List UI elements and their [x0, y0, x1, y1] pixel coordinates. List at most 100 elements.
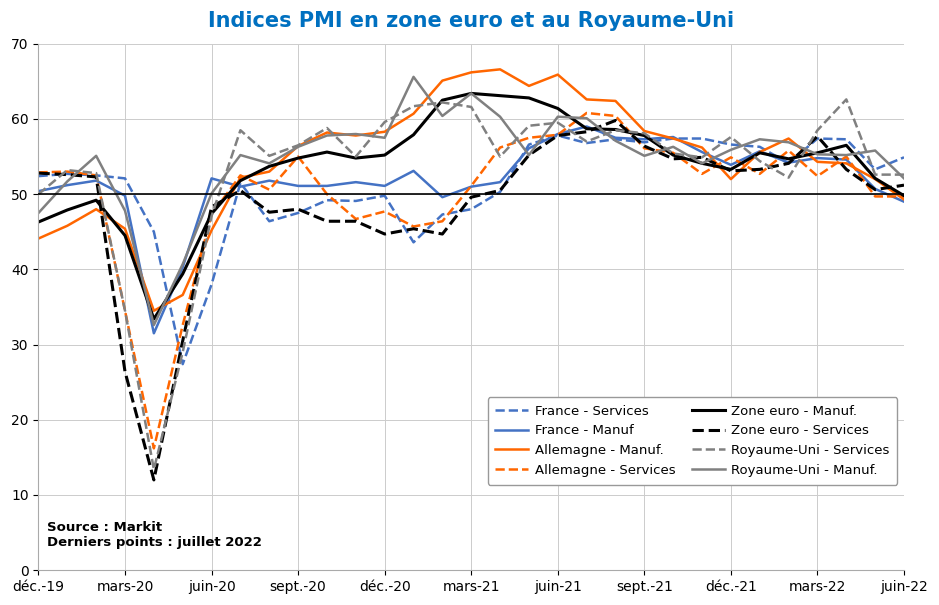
France - Services	[321, 197, 332, 204]
Allemagne - Manuf.	[177, 292, 189, 299]
Zone euro - Manuf.	[33, 218, 44, 226]
France - Manuf	[870, 185, 881, 192]
Zone euro - Manuf.	[495, 92, 506, 99]
Zone euro - Services	[408, 225, 419, 232]
Royaume-Uni - Manuf.	[870, 147, 881, 154]
France - Services	[119, 175, 131, 182]
France - Manuf	[264, 177, 275, 185]
France - Services	[581, 139, 593, 146]
Allemagne - Manuf.	[292, 142, 303, 149]
Royaume-Uni - Services	[899, 171, 910, 178]
Royaume-Uni - Services	[668, 150, 679, 157]
Royaume-Uni - Services	[437, 99, 448, 106]
Zone euro - Services	[639, 142, 650, 149]
Royaume-Uni - Services	[725, 133, 736, 140]
Zone euro - Manuf.	[206, 210, 217, 217]
Line: Allemagne - Manuf.: Allemagne - Manuf.	[38, 70, 904, 311]
Allemagne - Manuf.	[783, 135, 794, 142]
Allemagne - Services	[119, 307, 131, 315]
Royaume-Uni - Manuf.	[581, 114, 593, 122]
France - Manuf	[609, 134, 621, 142]
France - Manuf	[552, 131, 563, 138]
Zone euro - Services	[840, 166, 852, 173]
Allemagne - Services	[609, 113, 621, 120]
Allemagne - Services	[725, 154, 736, 161]
Allemagne - Manuf.	[148, 307, 160, 315]
France - Services	[466, 206, 477, 213]
Zone euro - Services	[437, 231, 448, 238]
Royaume-Uni - Manuf.	[697, 160, 708, 167]
France - Services	[177, 361, 189, 368]
Allemagne - Services	[148, 445, 160, 452]
Allemagne - Services	[408, 223, 419, 230]
Royaume-Uni - Manuf.	[840, 151, 852, 159]
Zone euro - Services	[754, 166, 765, 173]
France - Services	[264, 218, 275, 225]
France - Manuf	[235, 183, 246, 191]
France - Manuf	[754, 148, 765, 155]
Royaume-Uni - Manuf.	[408, 73, 419, 80]
Allemagne - Manuf.	[870, 175, 881, 183]
Allemagne - Manuf.	[639, 128, 650, 135]
France - Services	[206, 281, 217, 288]
Royaume-Uni - Manuf.	[350, 131, 362, 138]
Allemagne - Services	[292, 153, 303, 160]
Zone euro - Services	[495, 187, 506, 194]
France - Manuf	[466, 183, 477, 191]
France - Manuf	[350, 178, 362, 186]
Allemagne - Services	[62, 168, 73, 175]
France - Services	[552, 132, 563, 139]
Allemagne - Manuf.	[840, 160, 852, 167]
Zone euro - Manuf.	[840, 142, 852, 149]
Allemagne - Services	[754, 170, 765, 177]
Zone euro - Services	[177, 337, 189, 344]
France - Services	[725, 141, 736, 148]
Zone euro - Manuf.	[581, 125, 593, 132]
France - Manuf	[321, 182, 332, 189]
France - Services	[33, 172, 44, 180]
France - Services	[235, 179, 246, 186]
Royaume-Uni - Manuf.	[754, 136, 765, 143]
Zone euro - Services	[148, 476, 160, 483]
France - Services	[783, 160, 794, 167]
Zone euro - Manuf.	[379, 151, 391, 159]
Royaume-Uni - Services	[581, 138, 593, 145]
Royaume-Uni - Services	[408, 103, 419, 110]
Zone euro - Manuf.	[321, 148, 332, 155]
Royaume-Uni - Manuf.	[206, 190, 217, 197]
Allemagne - Services	[870, 193, 881, 200]
Royaume-Uni - Services	[697, 154, 708, 161]
Zone euro - Manuf.	[812, 149, 824, 157]
France - Manuf	[119, 192, 131, 199]
Zone euro - Manuf.	[870, 175, 881, 182]
France - Services	[62, 170, 73, 177]
France - Manuf	[639, 136, 650, 143]
Allemagne - Services	[812, 172, 824, 180]
Zone euro - Services	[321, 218, 332, 225]
Royaume-Uni - Services	[264, 152, 275, 160]
Allemagne - Manuf.	[609, 97, 621, 105]
Allemagne - Manuf.	[495, 66, 506, 73]
Royaume-Uni - Manuf.	[437, 113, 448, 120]
Zone euro - Manuf.	[408, 131, 419, 139]
Line: France - Manuf: France - Manuf	[38, 126, 904, 333]
Royaume-Uni - Services	[523, 122, 534, 129]
Allemagne - Manuf.	[379, 128, 391, 136]
Royaume-Uni - Manuf.	[609, 137, 621, 145]
France - Services	[379, 192, 391, 199]
France - Manuf	[523, 145, 534, 152]
Zone euro - Manuf.	[177, 270, 189, 278]
Allemagne - Services	[33, 169, 44, 176]
Allemagne - Services	[840, 153, 852, 160]
Allemagne - Services	[668, 149, 679, 157]
Line: Royaume-Uni - Services: Royaume-Uni - Services	[38, 99, 904, 469]
Royaume-Uni - Services	[609, 126, 621, 134]
Royaume-Uni - Services	[466, 103, 477, 111]
Zone euro - Manuf.	[725, 166, 736, 173]
France - Manuf	[668, 133, 679, 140]
Zone euro - Services	[292, 206, 303, 213]
France - Manuf	[292, 182, 303, 189]
Zone euro - Services	[350, 218, 362, 225]
France - Manuf	[408, 167, 419, 174]
Allemagne - Services	[90, 172, 101, 179]
